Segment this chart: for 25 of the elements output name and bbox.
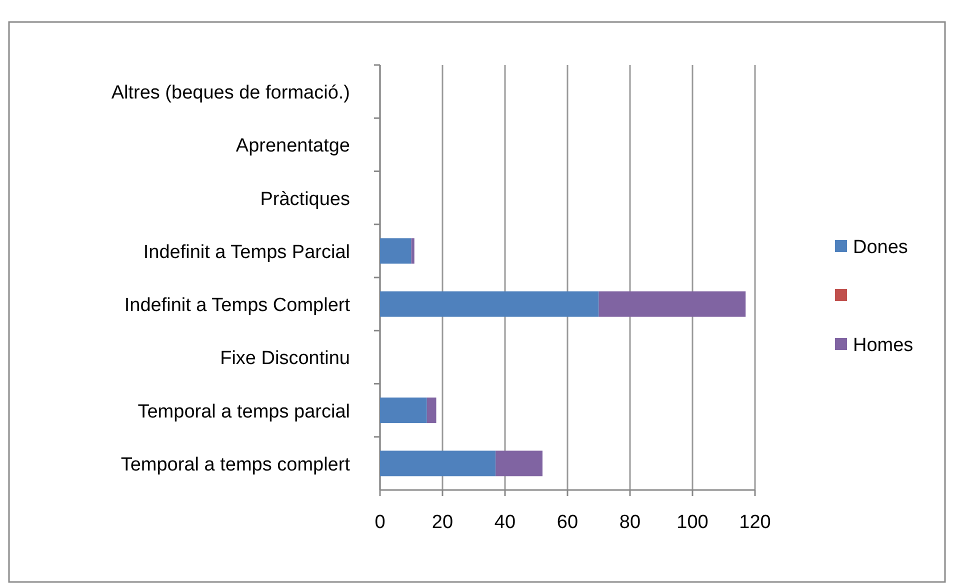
x-tick-label: 60 (556, 512, 578, 533)
bar (380, 291, 599, 317)
x-tick-label: 40 (494, 512, 516, 533)
y-tick-label: Indefinit a Temps Parcial (143, 242, 350, 263)
bar (380, 450, 496, 476)
x-tick-label: 120 (739, 512, 771, 533)
x-tick-label: 100 (676, 512, 708, 533)
legend-label: Dones (853, 237, 908, 258)
bar (380, 238, 412, 264)
bar (598, 291, 746, 317)
y-tick-label: Fixe Discontinu (220, 348, 350, 370)
x-tick-label: 80 (619, 512, 641, 533)
y-tick-label: Aprenentatge (236, 136, 350, 157)
bar (411, 238, 414, 264)
y-tick-label: Temporal a temps complert (120, 454, 351, 476)
bar (426, 398, 436, 424)
x-tick-label: 0 (374, 512, 386, 533)
bar (496, 450, 542, 476)
y-tick-label: Indefinit a Temps Complert (124, 295, 351, 316)
bar (380, 398, 427, 424)
y-tick-label: Pràctiques (260, 188, 350, 210)
x-tick-label: 20 (432, 512, 454, 533)
y-tick-label: Temporal a temps parcial (138, 401, 350, 422)
y-tick-label: Altres (beques de formació.) (111, 82, 350, 104)
legend-label: Homes (853, 335, 914, 356)
